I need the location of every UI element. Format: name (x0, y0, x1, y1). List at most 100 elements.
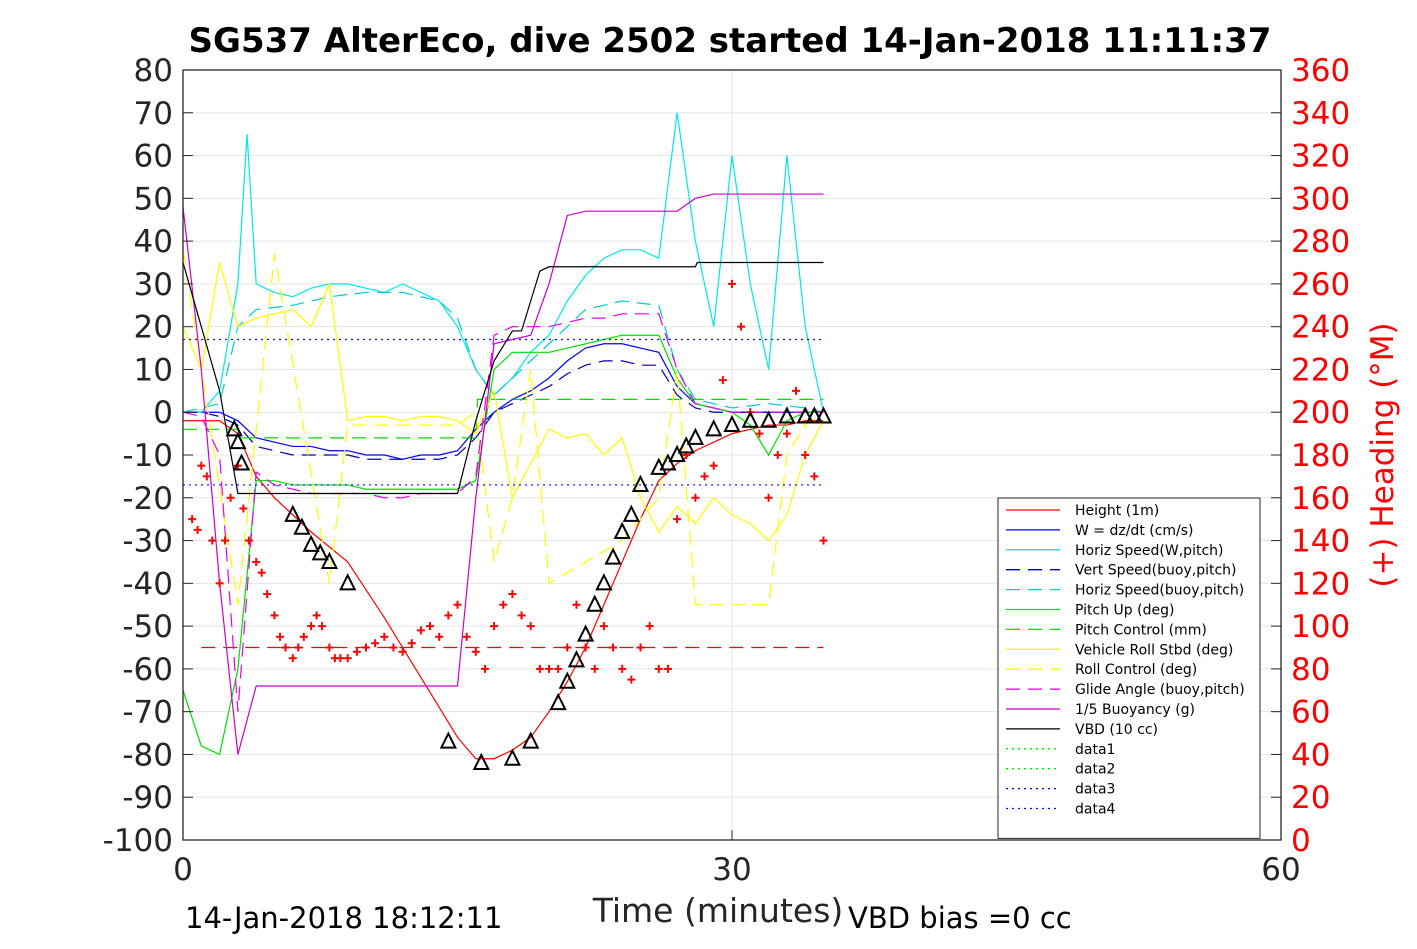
y-tick-label: -50 (122, 609, 173, 645)
y-right-tick-label: 80 (1291, 652, 1330, 688)
y-tick-label: 10 (134, 352, 173, 388)
legend-entry: data3 (1075, 782, 1115, 798)
series-line-9 (182, 313, 824, 712)
legend-entry: Horiz Speed(W,pitch) (1075, 543, 1223, 559)
y-right-tick-label: 20 (1291, 780, 1330, 816)
heading-point (755, 429, 764, 438)
series-line-0 (183, 420, 824, 760)
footer-vbd-bias: VBD bias =0 cc (848, 901, 1072, 935)
profile-marker (677, 436, 695, 454)
heading-point (318, 622, 327, 631)
heading-point (389, 643, 398, 652)
heading-point (526, 622, 535, 631)
heading-point (691, 493, 700, 502)
series-line-6 (183, 398, 824, 439)
heading-point (398, 647, 407, 656)
heading-point (325, 643, 334, 652)
heading-point (737, 322, 746, 331)
heading-point (700, 472, 709, 481)
heading-point (764, 493, 773, 502)
legend-entry: data1 (1075, 742, 1115, 758)
legend-entry: 1/5 Buoyancy (g) (1075, 702, 1195, 718)
profile-marker (759, 410, 778, 428)
x-tick-label: 30 (712, 852, 751, 888)
series-line-3 (183, 360, 824, 460)
heading-point (336, 654, 345, 663)
heading-point (453, 600, 462, 609)
profile-marker (668, 444, 686, 462)
profile-marker (549, 692, 567, 711)
heading-point (275, 632, 284, 641)
heading-point (435, 632, 444, 641)
heading-point (244, 536, 253, 545)
heading-point (257, 568, 266, 577)
heading-point (581, 643, 590, 652)
heading-point (299, 632, 308, 641)
x-axis-label: Time (minutes) (592, 891, 844, 930)
heading-point (426, 622, 435, 631)
series-line-4 (182, 291, 824, 413)
heading-point (545, 664, 553, 673)
y-tick-label: 20 (134, 310, 173, 346)
heading-point (380, 632, 389, 641)
y-right-tick-label: 40 (1291, 737, 1330, 773)
y-tick-label: -70 (122, 695, 173, 731)
heading-point (197, 461, 206, 470)
heading-point (490, 622, 499, 631)
heading-point (627, 675, 636, 684)
legend-entry: Pitch Up (deg) (1075, 603, 1174, 619)
y-right-tick-label: 120 (1291, 566, 1350, 602)
y-axis-right-ticks: 3603403203002802602402202001801601401201… (1271, 53, 1350, 859)
profile-marker (741, 410, 759, 428)
heading-point (819, 536, 828, 545)
footer-timestamp: 14-Jan-2018 18:12:11 (185, 901, 502, 935)
y-right-tick-label: 60 (1291, 695, 1330, 731)
heading-point (508, 590, 517, 599)
heading-point (663, 664, 672, 673)
y-right-tick-label: 160 (1291, 481, 1350, 517)
y-right-tick-label: 300 (1291, 181, 1350, 217)
profile-marker (284, 504, 302, 522)
profile-marker (522, 731, 540, 749)
y-right-tick-label: 200 (1291, 395, 1350, 431)
y-tick-label: -100 (103, 823, 173, 859)
series-line-7 (182, 262, 825, 542)
profile-marker (302, 534, 320, 552)
heading-point (193, 525, 202, 534)
heading-point (773, 451, 782, 459)
heading-point (270, 611, 279, 620)
y-tick-label: 80 (134, 53, 173, 89)
heading-point (202, 472, 211, 481)
heading-point (563, 643, 572, 652)
heading-point (718, 376, 727, 385)
series-line-11 (182, 261, 824, 495)
y-right-tick-label: 280 (1291, 224, 1350, 260)
heading-point (407, 639, 416, 648)
heading-point (609, 643, 618, 652)
chart-title: SG537 AlterEco, dive 2502 started 14-Jan… (189, 21, 1272, 61)
heading-point (343, 654, 352, 663)
legend-entry: data4 (1075, 802, 1116, 818)
legend-box (997, 497, 1261, 839)
y-tick-label: -10 (122, 438, 173, 474)
legend-entry: Vert Speed(buoy,pitch) (1075, 563, 1237, 579)
y-right-tick-label: 0 (1291, 823, 1311, 859)
y-tick-label: 30 (134, 267, 173, 303)
x-axis-ticks: 0 30 60 (173, 830, 1301, 888)
legend: Height (1m) W = dz/dt (cm/s) Horiz Speed(W… (997, 497, 1261, 839)
y-right-tick-label: 100 (1291, 609, 1350, 645)
heading-point (471, 647, 480, 656)
heading-point (263, 590, 272, 599)
y-tick-label: -30 (122, 524, 173, 560)
plot-area (182, 112, 833, 770)
series-line-10 (182, 193, 824, 755)
y-right-tick-label: 240 (1291, 310, 1350, 346)
series-line-2 (183, 112, 825, 413)
legend-entry: W = dz/dt (cm/s) (1075, 523, 1194, 539)
y-tick-label: -20 (122, 481, 173, 517)
legend-entry: Roll Control (deg) (1075, 662, 1197, 678)
y-tick-label: -80 (122, 737, 173, 773)
heading-point (618, 664, 627, 673)
profile-marker (225, 419, 243, 437)
